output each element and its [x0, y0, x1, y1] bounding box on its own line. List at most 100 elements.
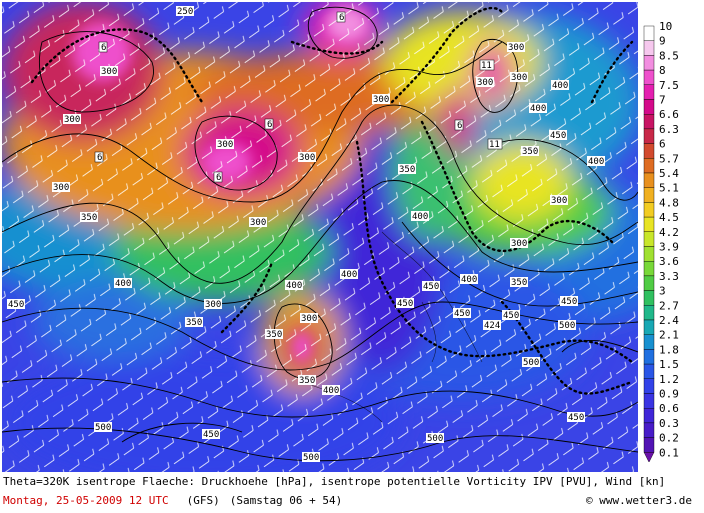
contour-label: 300: [100, 66, 118, 77]
svg-text:500: 500: [559, 321, 575, 331]
legend-label: 3.9: [659, 241, 679, 254]
svg-text:6: 6: [339, 13, 344, 23]
svg-text:300: 300: [511, 239, 527, 249]
contour-label: 300: [300, 313, 318, 324]
legend-label: 1.8: [659, 343, 679, 356]
contour-label: 350: [80, 212, 98, 223]
svg-text:6: 6: [216, 173, 221, 183]
svg-text:424: 424: [484, 321, 500, 331]
legend-swatch: [643, 55, 655, 71]
contour-label: 400: [114, 278, 132, 289]
legend-swatch: [643, 275, 655, 291]
legend-label: 6: [659, 138, 666, 151]
pv-label: 11: [479, 59, 495, 71]
legend-swatch: [643, 202, 655, 218]
svg-text:350: 350: [399, 165, 415, 175]
legend-label: 1.2: [659, 373, 679, 386]
legend-label: 0.6: [659, 402, 679, 415]
contour-label: 350: [510, 277, 528, 288]
svg-text:300: 300: [511, 73, 527, 83]
legend-label: 4.5: [659, 211, 679, 224]
svg-text:400: 400: [286, 281, 302, 291]
legend-label: 2.4: [659, 314, 679, 327]
legend-swatch: [643, 158, 655, 174]
legend-label: 0.1: [659, 446, 679, 459]
legend-label: 9: [659, 35, 666, 48]
svg-text:300: 300: [551, 196, 567, 206]
legend-label: 8: [659, 64, 666, 77]
contour-label: 300: [510, 238, 528, 249]
contour-label: 300: [63, 114, 81, 125]
legend-label: 7.5: [659, 79, 679, 92]
contour-label: 450: [549, 130, 567, 141]
contour-label: 300: [298, 152, 316, 163]
contour-label: 250: [176, 6, 194, 17]
pressure-contours: [2, 6, 638, 462]
pv-label: 6: [213, 171, 223, 183]
svg-text:300: 300: [205, 300, 221, 310]
contour-label: 450: [502, 310, 520, 321]
svg-text:11: 11: [481, 61, 492, 71]
legend-label: 3.6: [659, 255, 679, 268]
svg-text:6: 6: [267, 120, 272, 130]
contour-label: 450: [453, 308, 471, 319]
legend-swatch: [643, 378, 655, 394]
credit-link[interactable]: © www.wetter3.de: [586, 494, 692, 507]
svg-text:500: 500: [523, 358, 539, 368]
pv-label: 6: [264, 118, 274, 130]
contour-label: 400: [529, 103, 547, 114]
svg-text:11: 11: [489, 140, 500, 150]
svg-text:450: 450: [503, 311, 519, 321]
svg-text:300: 300: [477, 78, 493, 88]
svg-text:300: 300: [299, 153, 315, 163]
legend-label: 2.7: [659, 299, 679, 312]
figure-caption: Theta=320K isentrope Flaeche: Druckhoehe…: [0, 474, 704, 513]
contour-label: 300: [372, 94, 390, 105]
svg-text:500: 500: [303, 453, 319, 463]
caption-description: Theta=320K isentrope Flaeche: Druckhoehe…: [3, 475, 666, 488]
svg-text:300: 300: [250, 218, 266, 228]
contour-label: 300: [216, 139, 234, 150]
contour-label: 400: [322, 385, 340, 396]
svg-text:450: 450: [561, 297, 577, 307]
svg-text:350: 350: [522, 147, 538, 157]
contour-label: 450: [7, 299, 25, 310]
legend-swatch: [643, 437, 655, 453]
legend-swatch: [643, 172, 655, 188]
legend-label: 5.4: [659, 167, 679, 180]
legend-swatches: [643, 25, 655, 463]
legend-swatch: [643, 128, 655, 144]
legend-label: 6.3: [659, 123, 679, 136]
contour-label: 350: [298, 375, 316, 386]
contour-label: 400: [285, 280, 303, 291]
caption-details: Montag, 25-05-2009 12 UTC (GFS) (Samstag 0…: [3, 494, 703, 507]
contour-label: 450: [202, 429, 220, 440]
legend-label: 0.3: [659, 417, 679, 430]
legend-swatch: [643, 113, 655, 130]
legend-swatch: [643, 334, 655, 350]
svg-text:300: 300: [101, 67, 117, 77]
legend-label: 4.2: [659, 226, 679, 239]
map-canvas: 250 300 300 300 300 300 300 300 300 300 …: [2, 2, 638, 472]
contour-label: 450: [396, 298, 414, 309]
svg-text:400: 400: [461, 275, 477, 285]
svg-text:350: 350: [511, 278, 527, 288]
contour-label: 350: [185, 317, 203, 328]
svg-text:450: 450: [8, 300, 24, 310]
legend-swatch: [643, 408, 655, 424]
legend-swatch: [643, 216, 655, 233]
svg-text:400: 400: [588, 157, 604, 167]
legend-swatch: [643, 393, 655, 409]
svg-text:400: 400: [552, 81, 568, 91]
svg-text:350: 350: [81, 213, 97, 223]
contour-label: 300: [249, 217, 267, 228]
legend-swatch: [643, 84, 655, 100]
legend-label: 3.3: [659, 270, 679, 283]
legend-swatch: [643, 319, 655, 335]
svg-text:400: 400: [115, 279, 131, 289]
contour-label: 400: [340, 269, 358, 280]
svg-text:300: 300: [217, 140, 233, 150]
svg-text:450: 450: [568, 413, 584, 423]
contour-label: 500: [426, 433, 444, 444]
legend-swatch: [643, 290, 655, 306]
